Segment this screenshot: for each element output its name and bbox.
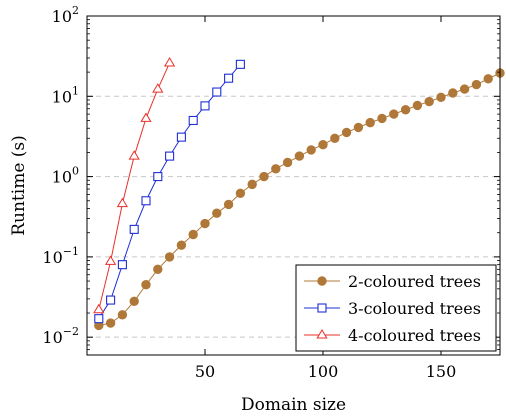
y-tick-exponent: 0 — [72, 165, 79, 178]
data-point — [152, 83, 164, 93]
y-tick-exponent: 2 — [72, 4, 79, 17]
data-point — [223, 199, 234, 210]
y-tick-label: 10−2 — [42, 325, 79, 347]
data-point — [141, 280, 151, 290]
data-point — [235, 59, 245, 69]
data-point — [330, 133, 340, 143]
data-point — [104, 255, 117, 265]
data-point — [188, 229, 198, 240]
data-point — [200, 218, 210, 229]
data-point — [235, 188, 246, 198]
legend: 2-coloured trees 3-coloured trees 4-colour… — [295, 264, 497, 352]
y-tick-base: 10 — [42, 328, 62, 347]
data-point — [412, 100, 423, 111]
data-point — [176, 132, 186, 142]
legend-marker — [316, 329, 328, 339]
series-1 — [94, 68, 505, 331]
data-point — [377, 113, 387, 124]
data-point — [259, 171, 269, 182]
plot-frame — [86, 15, 501, 356]
y-tick-exponent: −2 — [63, 325, 79, 338]
data-point — [128, 150, 140, 160]
y-tick-base: 10 — [52, 87, 72, 106]
legend-item-3: 4-coloured trees — [304, 326, 481, 345]
data-point — [306, 145, 316, 155]
data-point — [105, 318, 116, 328]
series-line — [98, 64, 241, 319]
data-point — [212, 87, 222, 97]
y-tick-label: 10−1 — [42, 245, 79, 267]
data-point — [459, 84, 470, 94]
data-point — [117, 260, 127, 270]
legend-label: 3-coloured trees — [348, 299, 481, 318]
data-point — [400, 105, 411, 115]
data-point — [389, 109, 399, 119]
legend-item-2: 3-coloured trees — [304, 299, 481, 318]
data-point — [483, 74, 493, 84]
legend-label: 2-coloured trees — [348, 272, 481, 291]
data-point — [129, 296, 139, 306]
data-point — [164, 252, 175, 262]
y-tick-label: 100 — [52, 165, 79, 187]
data-point — [188, 115, 198, 126]
data-point — [129, 224, 139, 234]
x-axis-label: Domain size — [241, 395, 346, 415]
x-tick-label: 100 — [308, 362, 339, 381]
data-point — [247, 179, 257, 190]
data-point — [282, 157, 293, 168]
data-point — [212, 208, 222, 218]
data-point — [93, 303, 105, 314]
data-point — [341, 127, 352, 138]
data-point — [141, 196, 151, 206]
data-point — [106, 295, 116, 305]
data-point — [365, 117, 375, 128]
data-point — [353, 122, 364, 133]
data-point — [153, 172, 163, 182]
y-tick-base: 10 — [52, 168, 72, 187]
data-point — [424, 96, 434, 107]
y-tick-exponent: 1 — [72, 84, 79, 97]
data-point — [117, 310, 128, 320]
data-point — [224, 73, 234, 83]
data-point — [436, 92, 446, 103]
y-tick-base: 10 — [42, 248, 62, 267]
data-point — [294, 151, 305, 161]
data-point — [163, 56, 176, 67]
y-tick-base: 10 — [52, 7, 72, 26]
legend-item-1: 2-coloured trees — [304, 272, 481, 291]
legend-marker — [317, 276, 327, 286]
data-point — [94, 314, 104, 324]
data-point — [200, 101, 210, 111]
plot-series — [93, 56, 505, 331]
series-2 — [94, 59, 245, 324]
legend-label: 4-coloured trees — [348, 326, 481, 345]
x-tick-label: 50 — [195, 362, 215, 381]
y-tick-label: 101 — [52, 84, 79, 106]
data-point — [318, 139, 328, 150]
data-point — [140, 112, 152, 122]
series-3 — [93, 56, 176, 314]
data-point — [471, 79, 482, 90]
data-point — [176, 240, 187, 250]
data-point — [448, 88, 458, 98]
data-point — [153, 264, 163, 275]
legend-marker — [317, 303, 327, 313]
y-axis-label: Runtime (s) — [9, 135, 29, 236]
data-point — [165, 151, 175, 161]
data-point — [116, 197, 129, 208]
x-tick-label: 150 — [426, 362, 457, 381]
data-point — [271, 164, 281, 174]
y-tick-label: 102 — [52, 4, 79, 26]
y-tick-exponent: −1 — [63, 245, 79, 258]
